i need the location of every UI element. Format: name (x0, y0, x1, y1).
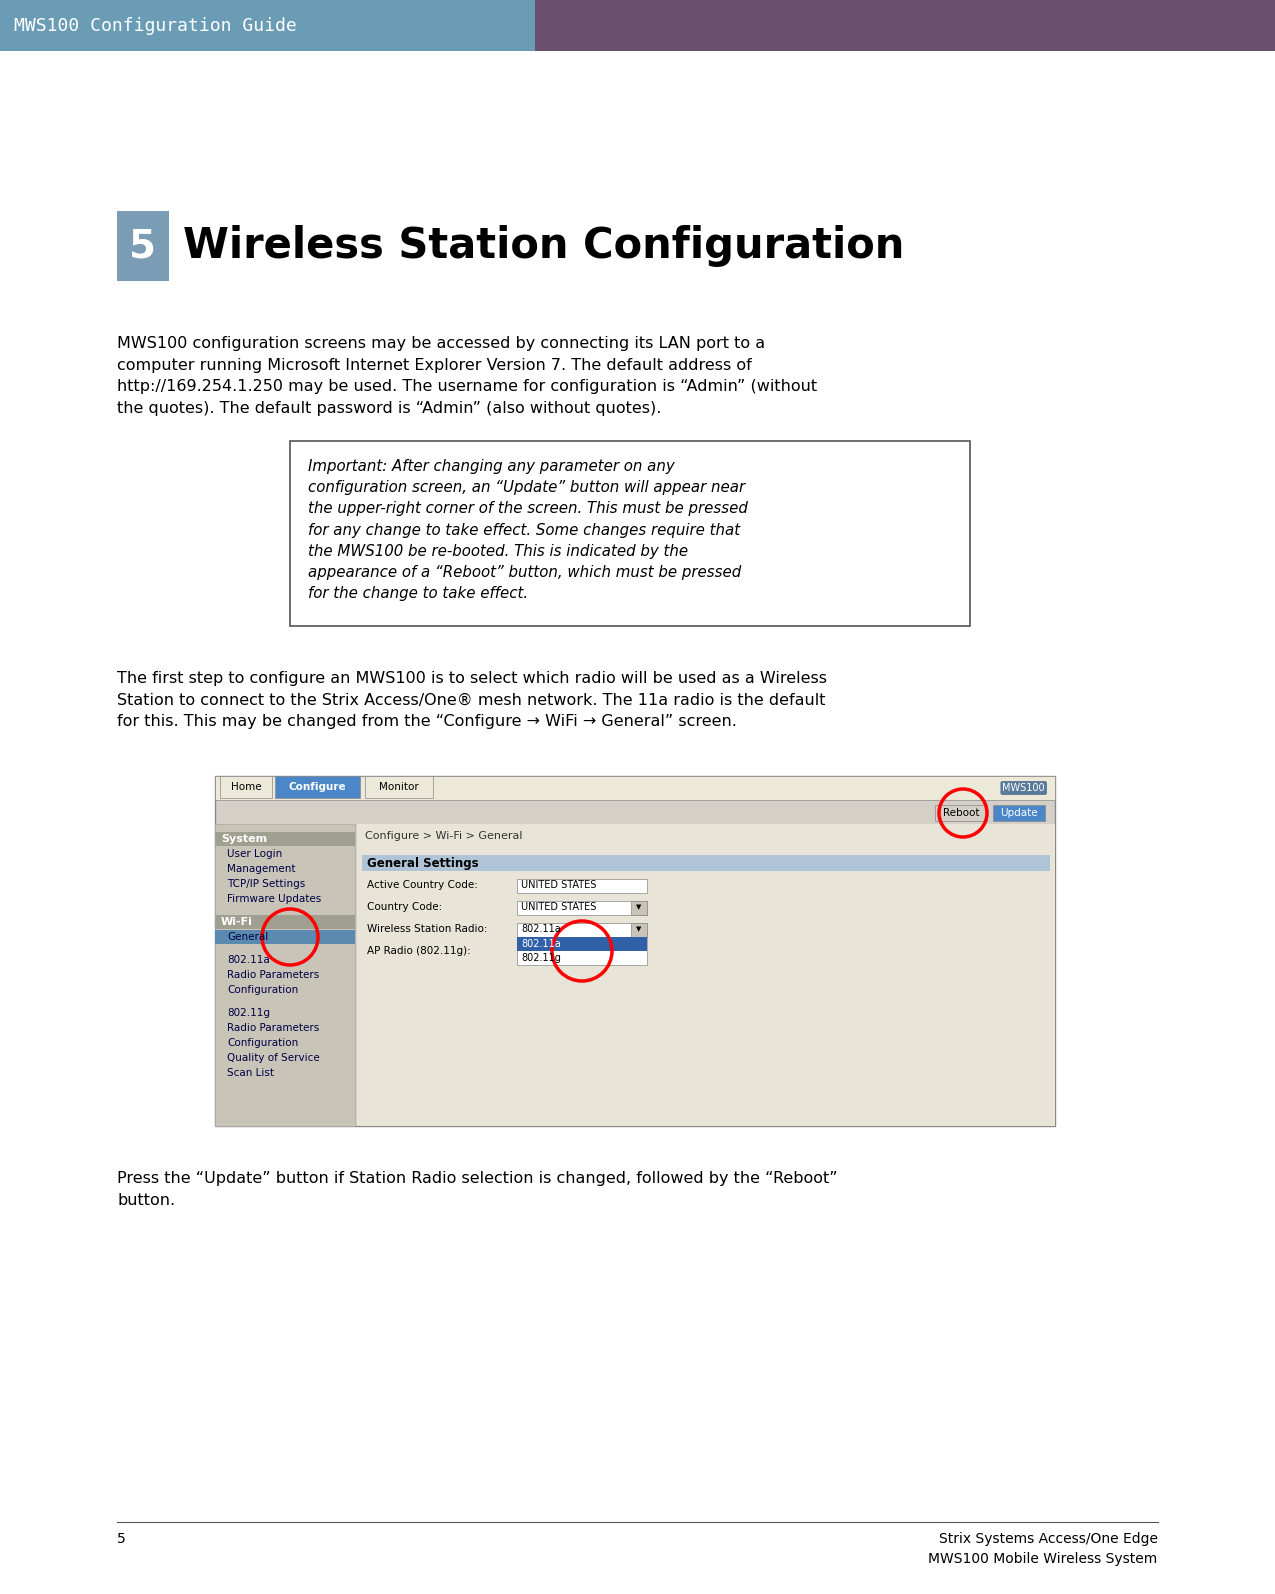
Text: Radio Parameters: Radio Parameters (227, 971, 319, 980)
Bar (215, 776, 1054, 1125)
Text: 802.11g: 802.11g (227, 1007, 270, 1019)
Bar (516, 901, 646, 915)
Text: Scan List: Scan List (227, 1068, 274, 1078)
Bar (631, 923, 646, 937)
Text: Press the “Update” button if Station Radio selection is changed, followed by the: Press the “Update” button if Station Rad… (117, 1172, 838, 1208)
Bar (215, 915, 354, 929)
Text: Important: After changing any parameter on any
configuration screen, an “Update”: Important: After changing any parameter … (309, 459, 748, 601)
Bar (275, 776, 360, 799)
Bar (215, 929, 354, 944)
Text: 5: 5 (130, 226, 157, 265)
Text: Country Code:: Country Code: (367, 902, 442, 912)
Text: Radio Parameters: Radio Parameters (227, 1023, 319, 1033)
Text: Active Country Code:: Active Country Code: (367, 880, 478, 889)
Text: MWS100 configuration screens may be accessed by connecting its LAN port to a
com: MWS100 configuration screens may be acce… (117, 336, 817, 416)
Bar (215, 776, 1054, 800)
Bar (993, 805, 1046, 821)
Bar (221, 776, 272, 799)
Bar (536, 0, 1275, 51)
Text: ▼: ▼ (636, 904, 641, 910)
Text: User Login: User Login (227, 850, 282, 859)
Text: MWS100 Configuration Guide: MWS100 Configuration Guide (14, 16, 297, 35)
Text: 802.11a: 802.11a (227, 955, 270, 964)
Bar (365, 776, 434, 799)
Bar (631, 901, 646, 915)
Bar (516, 923, 646, 937)
Bar (357, 824, 1054, 1125)
Text: 802.11a: 802.11a (521, 925, 561, 934)
Text: Quality of Service: Quality of Service (227, 1054, 320, 1063)
Text: General Settings: General Settings (367, 856, 478, 869)
Text: General: General (227, 932, 268, 942)
Text: 802.11g: 802.11g (521, 953, 561, 963)
Text: Firmware Updates: Firmware Updates (227, 894, 321, 904)
Text: 5: 5 (117, 1532, 126, 1546)
Bar (289, 442, 970, 626)
Text: ▼: ▼ (636, 926, 641, 932)
Text: UNITED STATES: UNITED STATES (521, 902, 597, 912)
Text: 802.11a: 802.11a (521, 939, 561, 948)
Text: Configure: Configure (288, 783, 347, 792)
Text: Configuration: Configuration (227, 1038, 298, 1047)
Bar (215, 832, 354, 846)
Bar (935, 805, 987, 821)
Text: System: System (221, 834, 268, 843)
Text: Wireless Station Configuration: Wireless Station Configuration (184, 225, 904, 268)
Text: TCP/IP Settings: TCP/IP Settings (227, 878, 305, 889)
Text: Wi-Fi: Wi-Fi (221, 917, 252, 928)
Bar (516, 937, 646, 952)
Text: UNITED STATES: UNITED STATES (521, 880, 597, 889)
Text: Strix Systems Access/One Edge
MWS100 Mobile Wireless System: Strix Systems Access/One Edge MWS100 Mob… (928, 1532, 1158, 1565)
Bar (516, 878, 646, 893)
Bar (516, 937, 646, 964)
Text: The first step to configure an MWS100 is to select which radio will be used as a: The first step to configure an MWS100 is… (117, 671, 827, 728)
Text: Reboot: Reboot (942, 808, 979, 818)
Text: Configuration: Configuration (227, 985, 298, 995)
Text: Management: Management (227, 864, 296, 874)
Text: Update: Update (1000, 808, 1038, 818)
Bar (117, 210, 170, 281)
Text: Wireless Station Radio:: Wireless Station Radio: (367, 925, 487, 934)
Text: MWS100: MWS100 (1002, 783, 1046, 792)
Text: Monitor: Monitor (379, 783, 419, 792)
Bar (215, 824, 354, 1125)
Text: AP Radio (802.11g):: AP Radio (802.11g): (367, 945, 470, 956)
Text: Configure > Wi-Fi > General: Configure > Wi-Fi > General (365, 830, 523, 842)
Bar (362, 854, 1051, 870)
Text: Home: Home (231, 783, 261, 792)
Bar (0, 0, 536, 51)
